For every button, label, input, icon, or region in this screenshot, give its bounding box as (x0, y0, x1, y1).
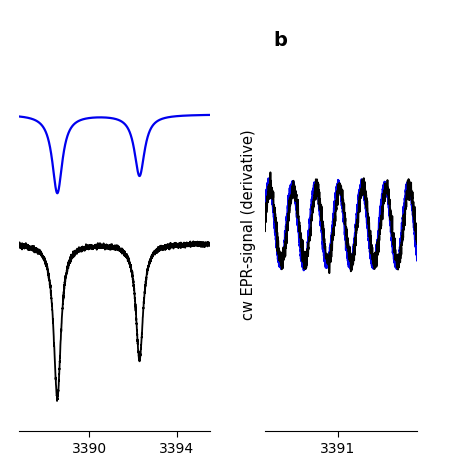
Text: b: b (273, 31, 288, 50)
Y-axis label: cw EPR-signal (derivative): cw EPR-signal (derivative) (241, 130, 256, 320)
